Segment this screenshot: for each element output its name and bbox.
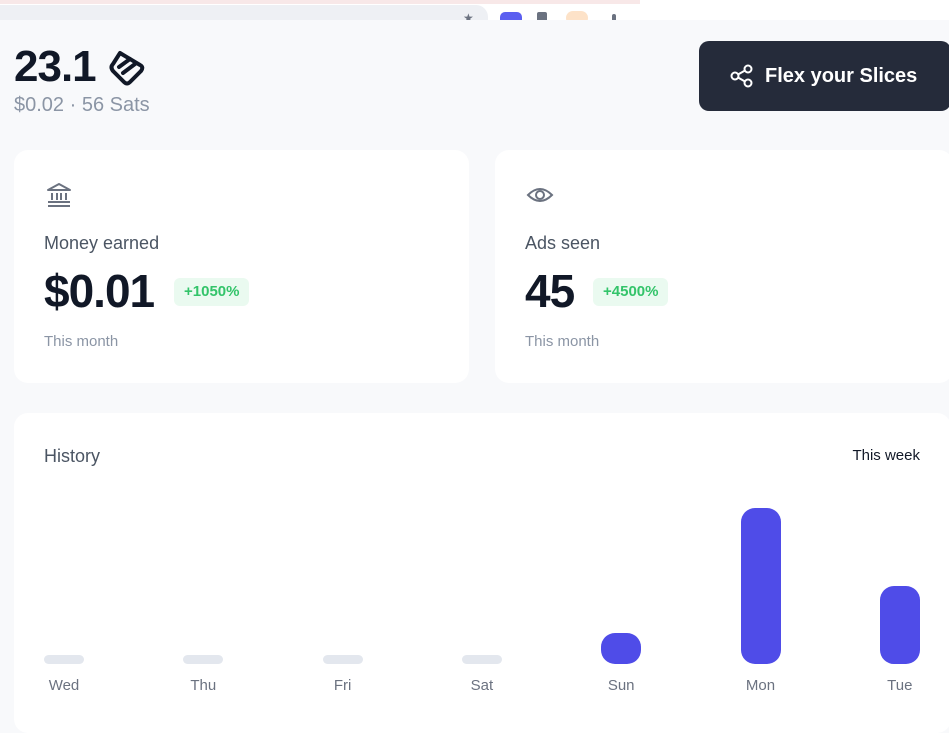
history-card: History This week Wed Thu Fri Sat Sun Mon Tue — [14, 413, 949, 733]
history-range-selector[interactable]: This week — [852, 447, 920, 464]
balance-row: 23.1 — [14, 42, 148, 92]
history-bar-wed — [44, 655, 84, 664]
flex-your-slices-button[interactable]: Flex your Slices — [699, 41, 949, 111]
money-earned-card: Money earned $0.01 +1050% This month — [14, 150, 469, 383]
history-day-label-mon: Mon — [745, 677, 776, 694]
slice-icon — [109, 51, 144, 86]
money-earned-change-badge: +1050% — [174, 278, 250, 306]
history-day-label-fri: Fri — [333, 677, 352, 694]
dashboard-page: 23.1 $0.02 · 56 Sats Flex your Slices Mo… — [0, 20, 949, 733]
flex-your-slices-label: Flex your Slices — [765, 64, 918, 87]
history-title: History — [44, 446, 101, 466]
history-bar-sun — [601, 632, 642, 664]
ads-seen-value: 45 — [525, 265, 575, 317]
browser-menu-icon[interactable] — [612, 14, 616, 22]
balance-value: 23.1 — [14, 42, 97, 91]
history-bar-thu — [183, 655, 224, 664]
balance-subtitle: $0.02 · 56 Sats — [14, 94, 150, 116]
ads-seen-change-badge: +4500% — [593, 278, 669, 306]
ads-seen-period: This month — [525, 333, 600, 350]
browser-toolbar-strip: ★ — [0, 0, 949, 26]
money-earned-value: $0.01 — [44, 265, 155, 317]
history-day-label-tue: Tue — [887, 677, 913, 694]
history-bar-mon — [740, 508, 781, 664]
money-earned-period: This month — [44, 333, 119, 350]
tab-strip-edge — [0, 0, 640, 4]
history-day-label-sun: Sun — [607, 677, 635, 694]
history-day-label-thu: Thu — [190, 677, 217, 694]
extensions-puzzle-icon[interactable] — [537, 12, 547, 22]
history-bar-tue — [879, 586, 920, 664]
bookmark-star-icon[interactable]: ★ — [463, 11, 474, 25]
money-earned-label: Money earned — [44, 233, 160, 253]
history-bar-sat — [461, 655, 502, 664]
history-day-label-sat: Sat — [470, 677, 494, 694]
eye-icon — [526, 188, 554, 202]
ads-seen-card: Ads seen 45 +4500% This month — [495, 150, 949, 383]
ads-seen-label: Ads seen — [525, 233, 601, 253]
history-bar-fri — [322, 655, 363, 664]
share-icon — [730, 64, 753, 88]
history-day-label-wed: Wed — [48, 677, 80, 694]
bank-icon — [47, 183, 71, 207]
